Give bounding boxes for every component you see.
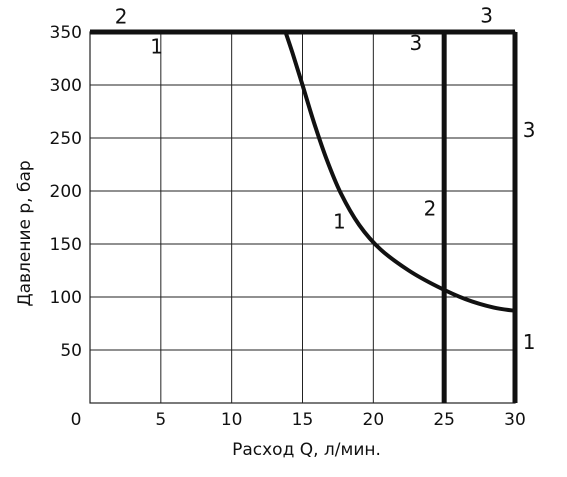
y-tick-label: 300 [50,76,82,96]
y-tick-label: 200 [50,182,82,202]
y-tick-label: 100 [50,288,82,308]
y-tick-label: 250 [50,129,82,149]
annotation-label: 1 [523,330,536,354]
y-tick-label: 150 [50,235,82,255]
annotation-label: 2 [424,197,437,221]
annotation-label: 3 [523,118,536,142]
series-1-curve [283,31,516,313]
x-tick-label: 25 [433,410,455,430]
x-tick-label: 10 [221,410,243,430]
annotation-label: 1 [150,34,163,58]
x-tick-label: 30 [504,410,526,430]
y-tick-label: 50 [60,341,82,361]
x-tick-label: 0 [71,410,82,430]
x-tick-label: 20 [363,410,385,430]
x-tick-label: 15 [292,410,314,430]
annotation-label: 3 [480,4,493,28]
y-axis-label: Давление p, бар [15,160,35,306]
annotation-label: 1 [333,209,346,233]
annotation-label: 3 [409,31,422,55]
x-axis-label: Расход Q, л/мин. [232,440,381,460]
x-tick-label: 5 [155,410,166,430]
annotation-label: 2 [115,5,128,29]
y-tick-label: 350 [50,23,82,43]
